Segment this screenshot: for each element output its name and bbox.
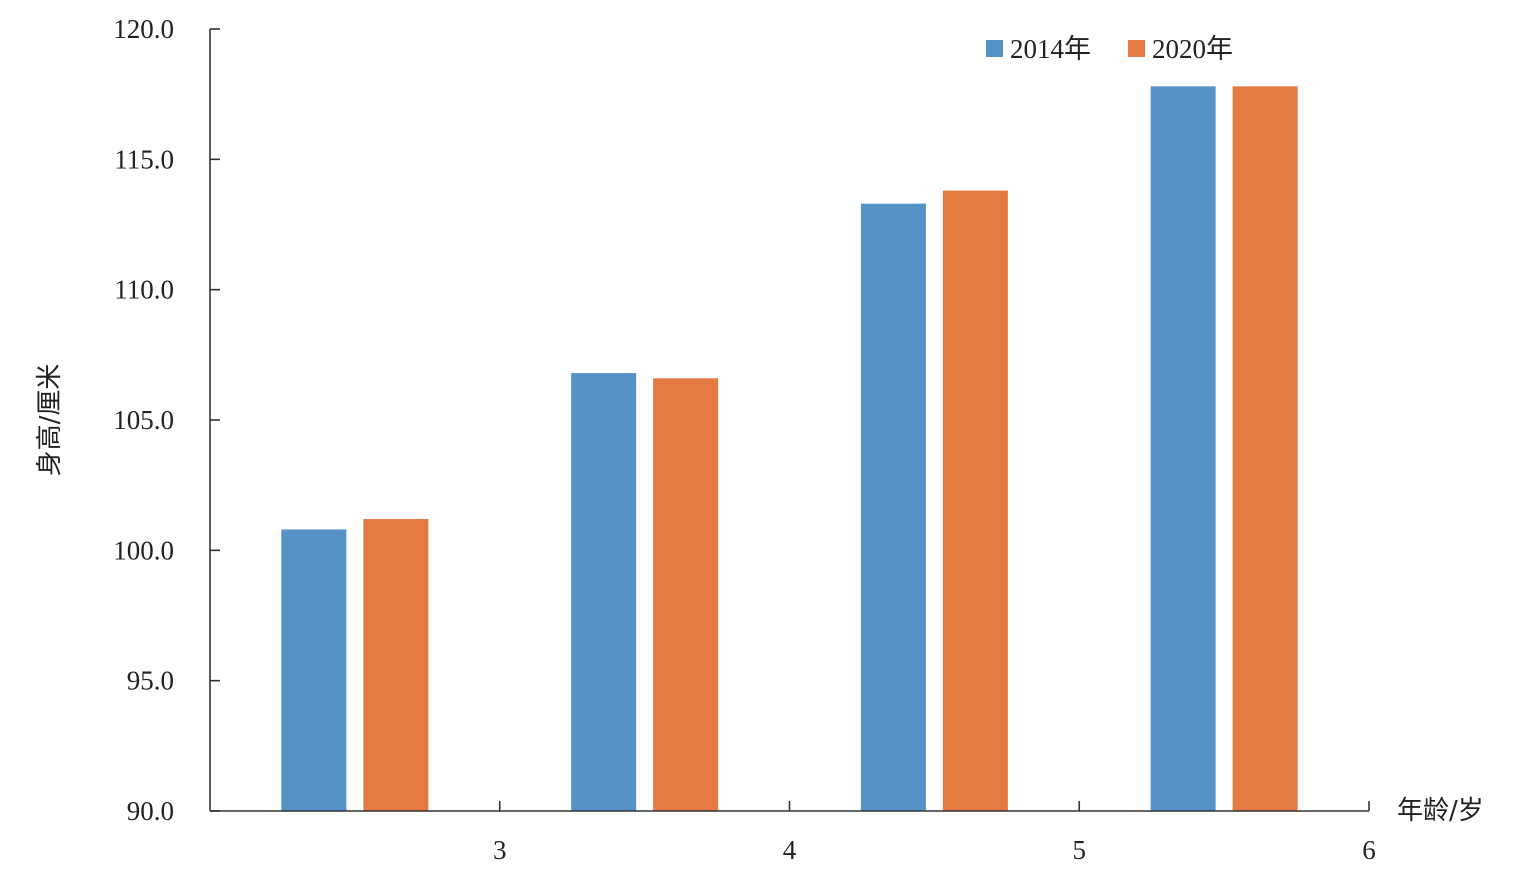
y-tick-label: 110.0	[114, 275, 174, 305]
y-tick-label: 90.0	[127, 796, 174, 826]
x-axis-ticks: 3 4 5 6	[493, 801, 1376, 865]
legend-label-2020: 2020年	[1152, 34, 1233, 64]
x-tick-label: 5	[1073, 835, 1087, 865]
y-tick-label: 120.0	[113, 14, 174, 44]
x-tick-label: 6	[1362, 835, 1376, 865]
bar-2020-age-5	[942, 190, 1008, 811]
x-tick-label: 3	[493, 835, 507, 865]
bar-2014-age-5	[860, 203, 926, 811]
bar-2014-age-6	[1150, 86, 1216, 811]
x-tick-label: 4	[783, 835, 797, 865]
bar-2020-age-4	[653, 378, 719, 811]
bar-2014-age-3	[281, 529, 347, 811]
legend: 2014年 2020年	[986, 34, 1233, 64]
legend-label-2014: 2014年	[1010, 34, 1091, 64]
legend-swatch-2020	[1128, 40, 1145, 57]
bar-2020-age-6	[1232, 86, 1298, 811]
y-tick-label: 100.0	[113, 535, 174, 565]
bar-2014-age-4	[571, 373, 637, 811]
legend-swatch-2014	[986, 40, 1003, 57]
x-axis-title: 年龄/岁	[1397, 796, 1484, 826]
y-tick-label: 95.0	[127, 666, 174, 696]
y-axis-title: 身高/厘米	[35, 364, 65, 477]
y-tick-label: 105.0	[113, 405, 174, 435]
y-axis-ticks: 90.0 95.0 100.0 105.0 110.0 115.0 120.0	[113, 14, 220, 826]
y-tick-label: 115.0	[114, 144, 174, 174]
bars	[281, 86, 1298, 811]
bar-2020-age-3	[363, 519, 429, 811]
